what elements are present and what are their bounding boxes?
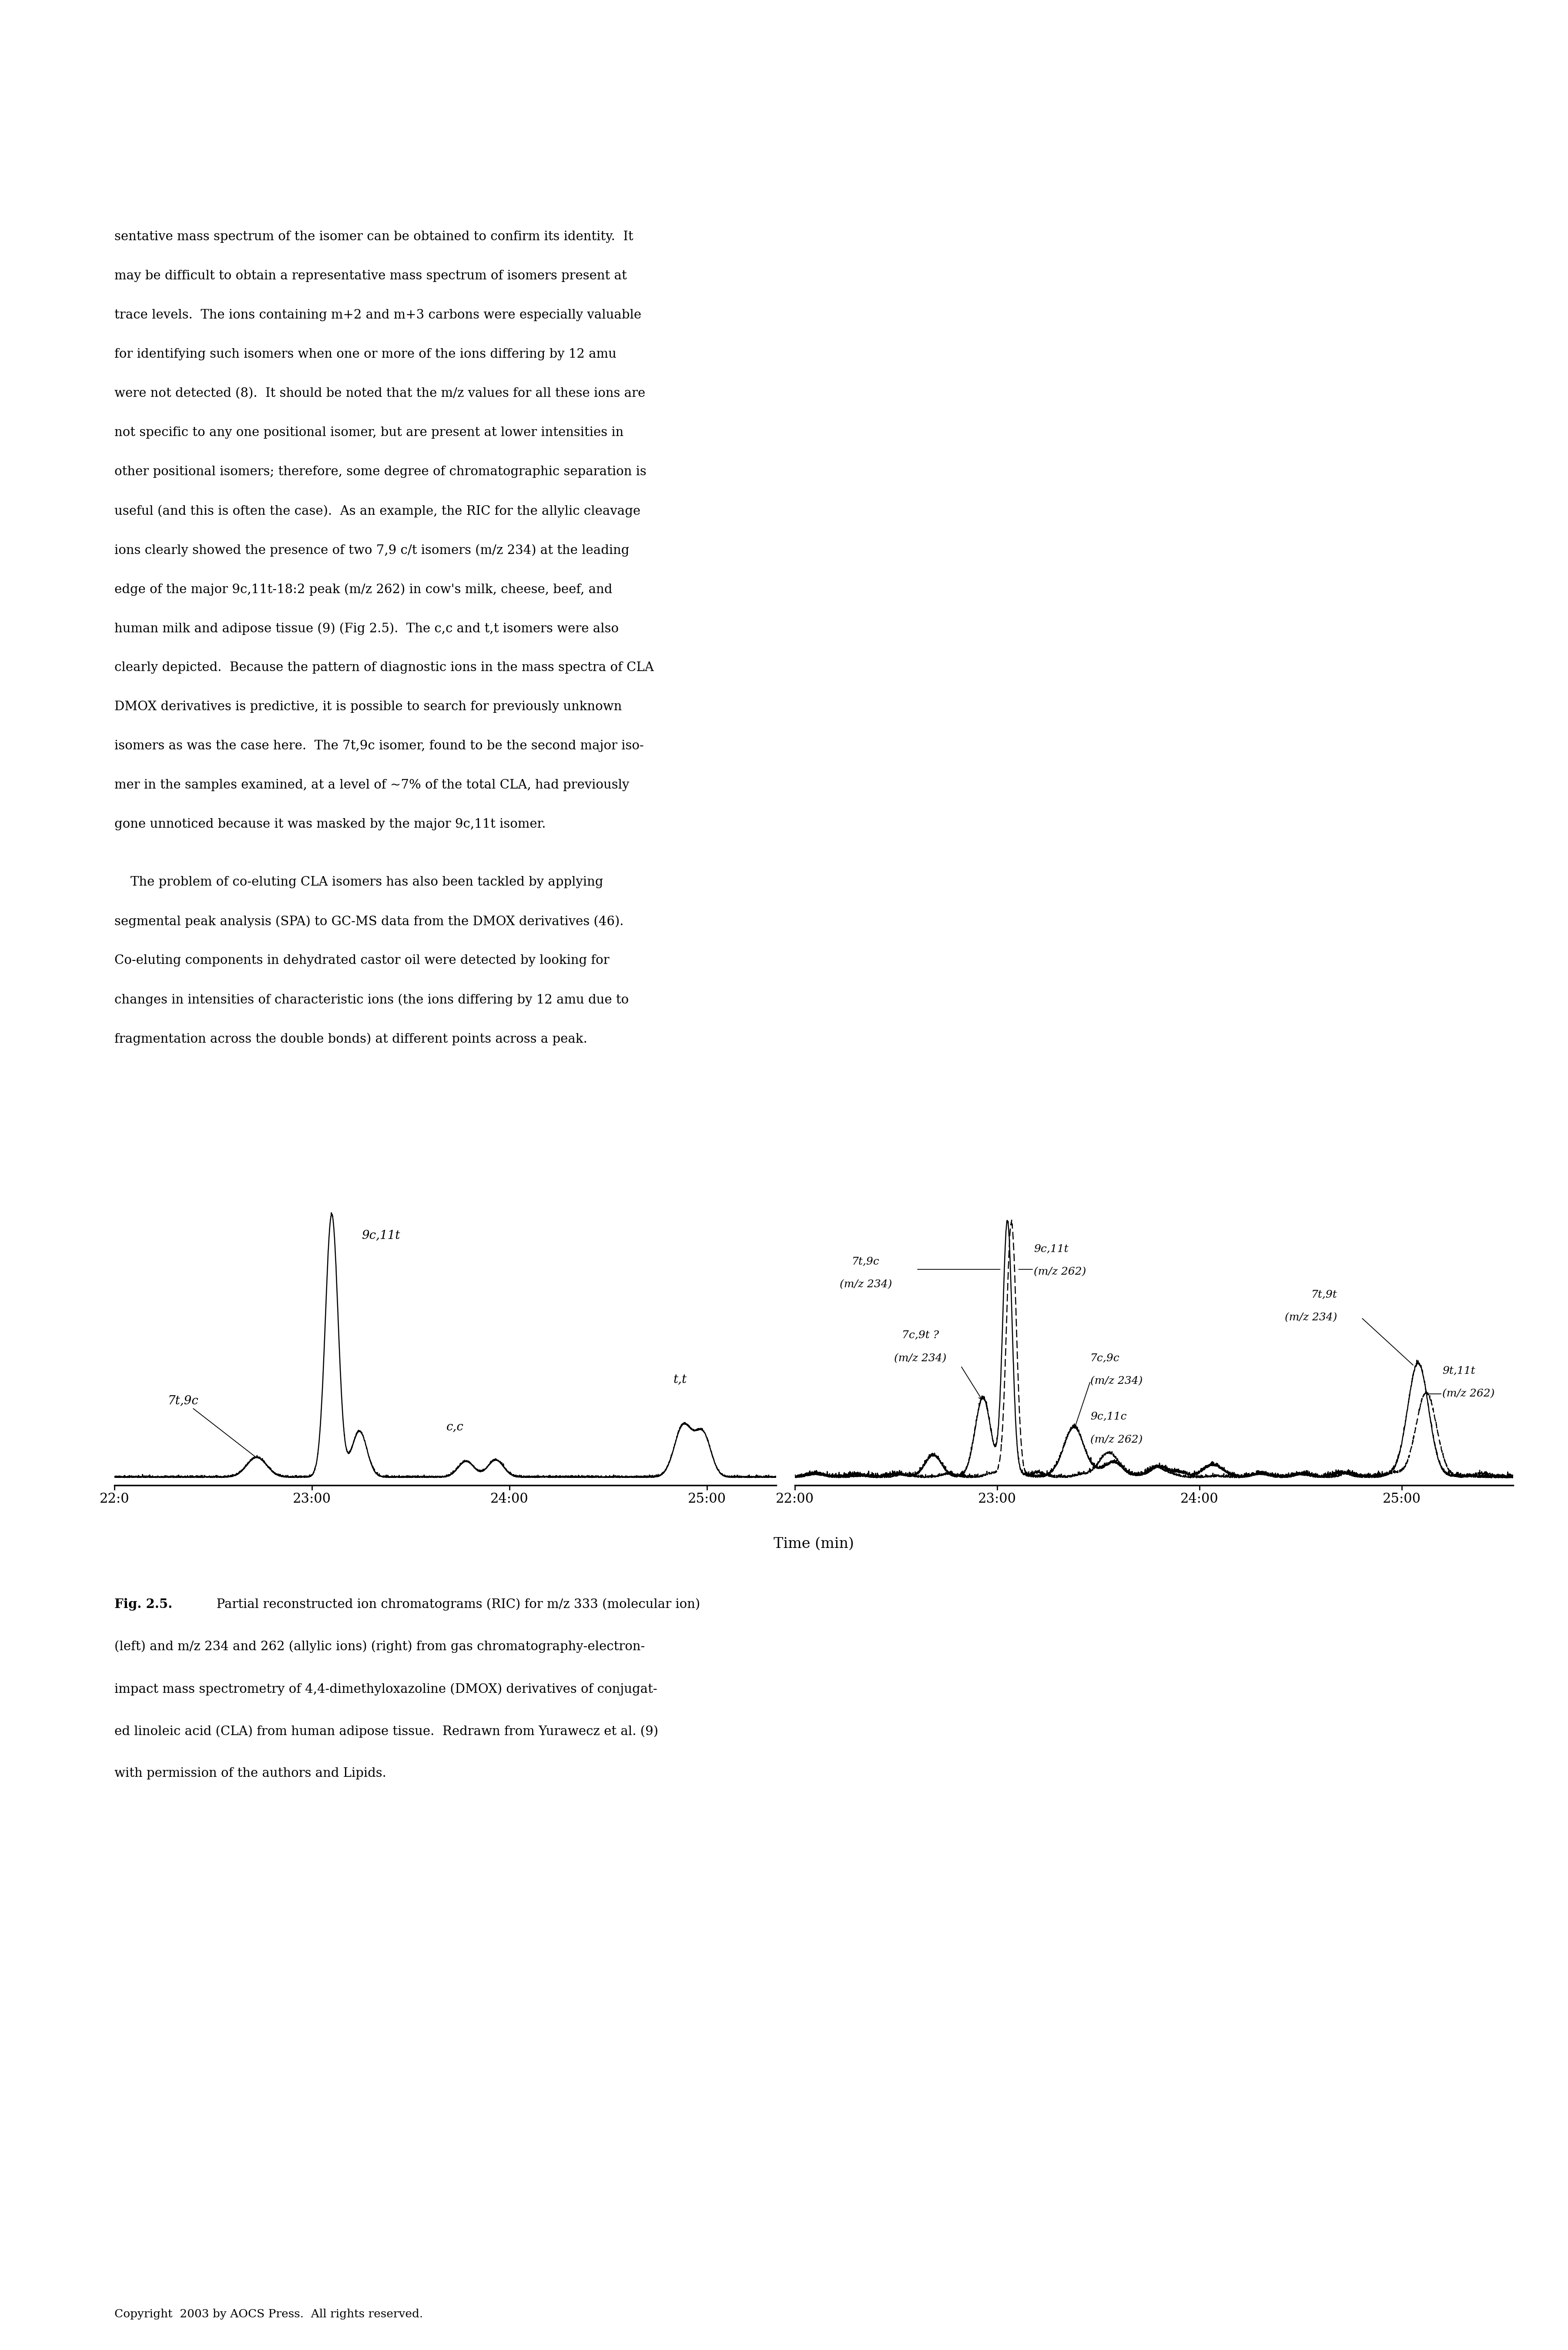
Text: (m/z 234): (m/z 234) — [839, 1281, 892, 1290]
Text: (left) and m/z 234 and 262 (allylic ions) (right) from gas chromatography-electr: (left) and m/z 234 and 262 (allylic ions… — [114, 1640, 644, 1652]
Text: not specific to any one positional isomer, but are present at lower intensities : not specific to any one positional isome… — [114, 425, 624, 439]
Text: impact mass spectrometry of 4,4-dimethyloxazoline (DMOX) derivatives of conjugat: impact mass spectrometry of 4,4-dimethyl… — [114, 1683, 657, 1694]
Text: useful (and this is often the case).  As an example, the RIC for the allylic cle: useful (and this is often the case). As … — [114, 505, 640, 517]
Text: changes in intensities of characteristic ions (the ions differing by 12 amu due : changes in intensities of characteristic… — [114, 994, 629, 1006]
Text: Copyright  2003 by AOCS Press.  All rights reserved.: Copyright 2003 by AOCS Press. All rights… — [114, 2308, 423, 2319]
Text: 7c,9t ?: 7c,9t ? — [902, 1330, 939, 1339]
Text: Time (min): Time (min) — [773, 1537, 855, 1551]
Text: 7t,9c: 7t,9c — [851, 1257, 880, 1267]
Text: Co-eluting components in dehydrated castor oil were detected by looking for: Co-eluting components in dehydrated cast… — [114, 954, 610, 966]
Text: (m/z 262): (m/z 262) — [1033, 1267, 1087, 1276]
Text: 9c,11t: 9c,11t — [361, 1229, 400, 1241]
Text: with permission of the authors and Lipids.: with permission of the authors and Lipid… — [114, 1767, 386, 1779]
Text: isomers as was the case here.  The 7t,9c isomer, found to be the second major is: isomers as was the case here. The 7t,9c … — [114, 740, 644, 752]
Text: ed linoleic acid (CLA) from human adipose tissue.  Redrawn from Yurawecz et al. : ed linoleic acid (CLA) from human adipos… — [114, 1725, 659, 1737]
Text: trace levels.  The ions containing m+2 and m+3 carbons were especially valuable: trace levels. The ions containing m+2 an… — [114, 308, 641, 322]
Text: 7c,9c: 7c,9c — [1090, 1354, 1120, 1363]
Text: sentative mass spectrum of the isomer can be obtained to confirm its identity.  : sentative mass spectrum of the isomer ca… — [114, 230, 633, 242]
Text: other positional isomers; therefore, some degree of chromatographic separation i: other positional isomers; therefore, som… — [114, 465, 646, 477]
Text: 9c,11t: 9c,11t — [1033, 1243, 1068, 1255]
Text: (m/z 234): (m/z 234) — [894, 1354, 947, 1363]
Text: were not detected (8).  It should be noted that the m/z values for all these ion: were not detected (8). It should be note… — [114, 388, 646, 400]
Text: clearly depicted.  Because the pattern of diagnostic ions in the mass spectra of: clearly depicted. Because the pattern of… — [114, 660, 654, 674]
Text: for identifying such isomers when one or more of the ions differing by 12 amu: for identifying such isomers when one or… — [114, 348, 616, 360]
Text: 9t,11t: 9t,11t — [1443, 1365, 1475, 1377]
Text: Fig. 2.5.: Fig. 2.5. — [114, 1598, 172, 1610]
Text: (m/z 234): (m/z 234) — [1090, 1377, 1143, 1386]
Text: 7t,9t: 7t,9t — [1311, 1290, 1338, 1300]
Text: fragmentation across the double bonds) at different points across a peak.: fragmentation across the double bonds) a… — [114, 1032, 588, 1046]
Text: mer in the samples examined, at a level of ~7% of the total CLA, had previously: mer in the samples examined, at a level … — [114, 778, 629, 792]
Text: The problem of co-eluting CLA isomers has also been tackled by applying: The problem of co-eluting CLA isomers ha… — [114, 877, 604, 888]
Text: may be difficult to obtain a representative mass spectrum of isomers present at: may be difficult to obtain a representat… — [114, 270, 627, 282]
Text: (m/z 262): (m/z 262) — [1090, 1436, 1143, 1445]
Text: t,t: t,t — [673, 1375, 687, 1386]
Text: human milk and adipose tissue (9) (Fig 2.5).  The c,c and t,t isomers were also: human milk and adipose tissue (9) (Fig 2… — [114, 623, 619, 634]
Text: 7t,9c: 7t,9c — [168, 1396, 256, 1457]
Text: gone unnoticed because it was masked by the major 9c,11t isomer.: gone unnoticed because it was masked by … — [114, 818, 546, 830]
Text: (m/z 262): (m/z 262) — [1443, 1389, 1494, 1398]
Text: 9c,11c: 9c,11c — [1090, 1412, 1127, 1422]
Text: (m/z 234): (m/z 234) — [1284, 1314, 1338, 1323]
Text: DMOX derivatives is predictive, it is possible to search for previously unknown: DMOX derivatives is predictive, it is po… — [114, 700, 622, 712]
Text: edge of the major 9c,11t-18:2 peak (m/z 262) in cow's milk, cheese, beef, and: edge of the major 9c,11t-18:2 peak (m/z … — [114, 583, 613, 595]
Text: Partial reconstructed ion chromatograms (RIC) for m/z 333 (molecular ion): Partial reconstructed ion chromatograms … — [209, 1598, 701, 1610]
Text: c,c: c,c — [447, 1422, 464, 1434]
Text: ions clearly showed the presence of two 7,9 c/t isomers (m/z 234) at the leading: ions clearly showed the presence of two … — [114, 543, 629, 557]
Text: segmental peak analysis (SPA) to GC-MS data from the DMOX derivatives (46).: segmental peak analysis (SPA) to GC-MS d… — [114, 914, 624, 928]
